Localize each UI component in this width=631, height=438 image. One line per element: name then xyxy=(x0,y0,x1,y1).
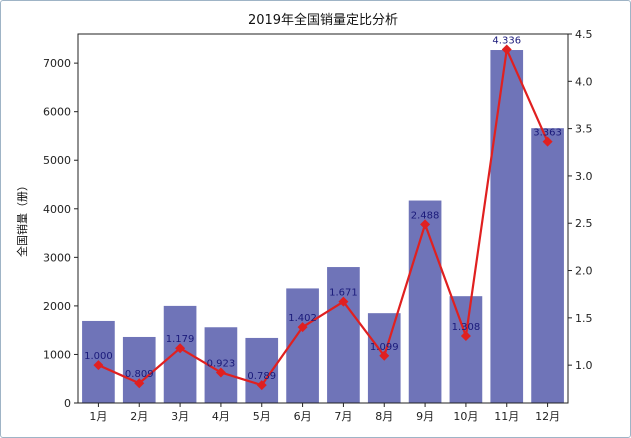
ratio-marker-2 xyxy=(134,378,145,389)
ratio-marker-3 xyxy=(175,343,186,354)
y-right-tick-label: 2.0 xyxy=(575,265,593,278)
x-tick-label: 12月 xyxy=(535,410,560,423)
ratio-marker-4 xyxy=(215,367,226,378)
ratio-label-4: 0.923 xyxy=(207,358,236,369)
ratio-marker-10 xyxy=(460,331,471,342)
y-tick-label: 3000 xyxy=(43,251,71,264)
y-tick-label: 0 xyxy=(64,397,71,410)
ratio-label-1: 1.000 xyxy=(84,351,113,362)
chart-title: 2019年全国销量定比分析 xyxy=(248,12,398,28)
x-tick-label: 4月 xyxy=(212,410,230,423)
bar-6 xyxy=(286,288,319,403)
x-tick-label: 7月 xyxy=(334,410,352,423)
ratio-label-6: 1.402 xyxy=(288,313,317,324)
y-tick-label: 1000 xyxy=(43,348,71,361)
ratio-marker-5 xyxy=(256,380,267,391)
ratio-label-11: 4.336 xyxy=(492,36,521,47)
bar-10 xyxy=(449,296,483,403)
ratio-marker-6 xyxy=(297,322,308,333)
y-right-tick-label: 3.5 xyxy=(575,123,593,136)
ratio-marker-1 xyxy=(93,360,104,371)
x-tick-label: 1月 xyxy=(89,410,107,423)
bar-11 xyxy=(490,50,524,403)
bar-12 xyxy=(531,128,564,403)
bar-7 xyxy=(327,267,360,403)
ratio-line xyxy=(97,48,549,387)
ratio-label-7: 1.671 xyxy=(329,288,358,299)
y-right-tick-label: 4.0 xyxy=(575,75,593,88)
y-right-tick-label: 1.5 xyxy=(575,312,593,325)
ratio-marker-9 xyxy=(420,219,431,230)
plot-border xyxy=(77,33,569,404)
y-tick-label: 5000 xyxy=(43,154,71,167)
y-right-tick-label: 4.5 xyxy=(575,28,593,41)
x-tick-label: 9月 xyxy=(416,410,434,423)
ratio-label-2: 0.809 xyxy=(125,369,154,380)
y-right-tick-label: 1.0 xyxy=(575,359,593,372)
ratio-marker-8 xyxy=(379,350,390,361)
bar-9 xyxy=(408,200,442,403)
ratio-marker-12 xyxy=(542,136,553,147)
x-tick-label: 6月 xyxy=(294,410,312,423)
y-tick-label: 4000 xyxy=(43,203,71,216)
ratio-marker-11 xyxy=(501,44,512,55)
x-tick-label: 3月 xyxy=(171,410,189,423)
ratio-label-9: 2.488 xyxy=(411,210,440,221)
ratio-label-12: 3.363 xyxy=(533,128,562,139)
y-tick-label: 7000 xyxy=(43,57,71,70)
y-right-tick-label: 3.0 xyxy=(575,170,593,183)
x-tick-label: 2月 xyxy=(130,410,148,423)
y-tick-label: 2000 xyxy=(43,300,71,313)
x-tick-label: 8月 xyxy=(375,410,393,423)
y-tick-label: 6000 xyxy=(43,106,71,119)
x-tick-label: 5月 xyxy=(253,410,271,423)
ratio-label-8: 1.099 xyxy=(370,342,399,353)
y-right-tick-label: 2.5 xyxy=(575,217,593,230)
ratio-label-10: 1.308 xyxy=(452,322,481,333)
ratio-marker-7 xyxy=(338,296,349,307)
y-axis-label: 全国销量（册） xyxy=(15,180,29,257)
bar-2 xyxy=(122,336,156,403)
x-tick-label: 10月 xyxy=(453,410,478,423)
ratio-label-5: 0.789 xyxy=(247,371,276,382)
ratio-label-3: 1.179 xyxy=(166,334,195,345)
x-tick-label: 11月 xyxy=(494,410,519,423)
